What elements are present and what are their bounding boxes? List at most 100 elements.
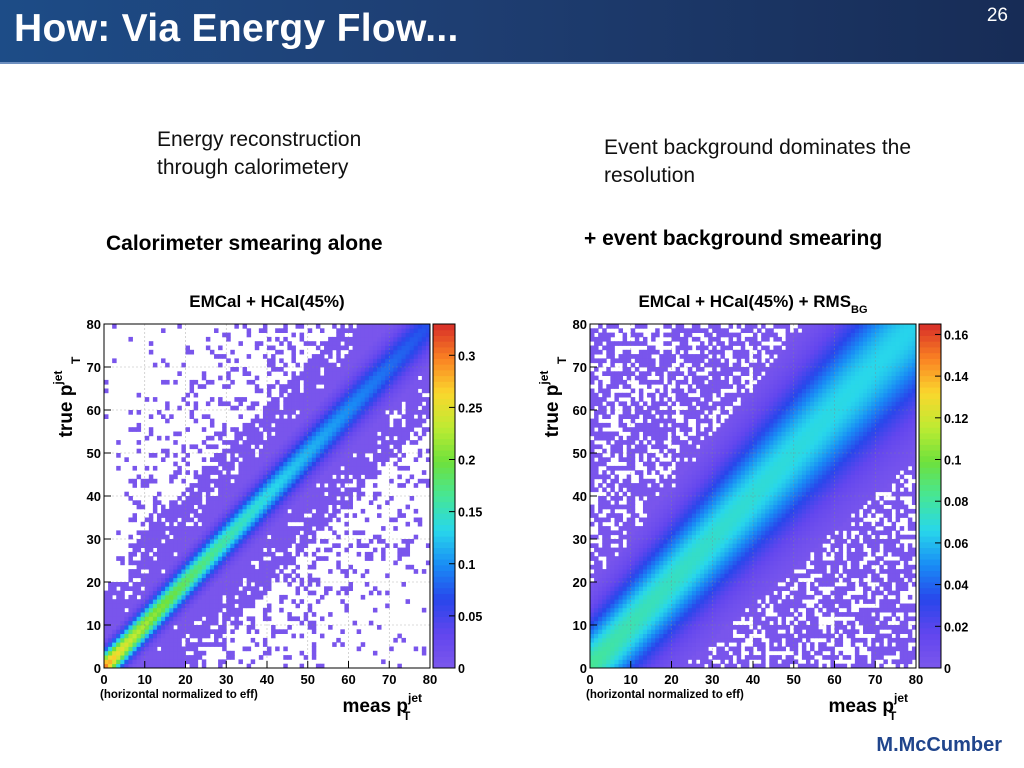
heatmap-cell bbox=[262, 577, 268, 583]
heatmap-cell bbox=[687, 551, 693, 557]
heatmap-cell bbox=[104, 625, 109, 630]
heatmap-cell bbox=[651, 414, 656, 419]
heatmap-cell bbox=[136, 646, 142, 652]
x-tick-label: 30 bbox=[219, 672, 233, 687]
heatmap-cell bbox=[642, 349, 648, 355]
heatmap-cell bbox=[336, 474, 341, 480]
heatmap-cell bbox=[590, 405, 595, 411]
heatmap-cell bbox=[275, 422, 280, 428]
heatmap-cell bbox=[230, 504, 235, 510]
heatmap-cell bbox=[275, 379, 280, 385]
heatmap-cell bbox=[242, 478, 248, 484]
heatmap-cell bbox=[598, 457, 603, 462]
y-tick-label: 20 bbox=[87, 575, 101, 590]
heatmap-cell bbox=[128, 616, 133, 622]
heatmap-cell bbox=[651, 625, 656, 630]
heatmap-cell bbox=[324, 500, 329, 505]
heatmap-cell bbox=[250, 465, 256, 471]
heatmap-cell bbox=[209, 569, 215, 574]
heatmap-cell bbox=[250, 543, 256, 548]
heatmap-cell bbox=[238, 414, 243, 419]
heatmap-cell bbox=[291, 530, 296, 536]
heatmap-cell bbox=[610, 384, 615, 389]
heatmap-cell bbox=[626, 629, 632, 634]
heatmap-cell bbox=[360, 465, 366, 471]
heatmap-cell bbox=[389, 388, 394, 394]
heatmap-cell bbox=[659, 534, 664, 540]
heatmap-cell bbox=[638, 487, 644, 493]
heatmap-cell bbox=[352, 427, 358, 432]
heatmap-cell bbox=[275, 491, 280, 497]
heatmap-cell bbox=[651, 422, 656, 428]
heatmap-cell bbox=[152, 560, 158, 566]
heatmap-cell bbox=[189, 633, 195, 639]
heatmap-cell bbox=[311, 440, 317, 445]
heatmap-cell bbox=[287, 474, 292, 480]
heatmap-cell bbox=[667, 573, 672, 579]
heatmap-cell bbox=[205, 573, 211, 579]
heatmap-cell bbox=[303, 616, 309, 622]
heatmap-cell bbox=[283, 530, 288, 536]
heatmap-cell bbox=[230, 487, 235, 493]
heatmap-cell bbox=[214, 517, 219, 523]
heatmap-cell bbox=[425, 371, 431, 376]
heatmap-cell bbox=[324, 448, 329, 454]
heatmap-cell bbox=[372, 414, 378, 419]
heatmap-cell bbox=[283, 560, 288, 566]
heatmap-cell bbox=[104, 646, 109, 652]
heatmap-cell bbox=[275, 444, 280, 450]
heatmap-cell bbox=[360, 422, 366, 428]
colorbar-segment bbox=[433, 496, 455, 503]
heatmap-cell bbox=[421, 349, 427, 355]
heatmap-cell bbox=[120, 612, 125, 617]
heatmap-cell bbox=[156, 543, 162, 548]
heatmap-cell bbox=[614, 650, 619, 656]
heatmap-cell bbox=[655, 530, 660, 536]
heatmap-cell bbox=[590, 440, 595, 445]
heatmap-cell bbox=[307, 470, 313, 475]
heatmap-cell bbox=[393, 362, 398, 368]
heatmap-cell bbox=[614, 569, 619, 574]
colorbar-segment bbox=[433, 404, 455, 411]
heatmap-cell bbox=[165, 629, 170, 634]
heatmap-cell bbox=[622, 332, 628, 338]
heatmap-cell bbox=[315, 418, 321, 424]
heatmap-cell bbox=[161, 620, 166, 626]
heatmap-cell bbox=[295, 491, 301, 497]
heatmap-cell bbox=[283, 556, 288, 561]
heatmap-cell bbox=[177, 590, 182, 596]
heatmap-cell bbox=[421, 371, 427, 376]
heatmap-cell bbox=[618, 457, 624, 462]
heatmap-cell bbox=[181, 633, 186, 639]
heatmap-cell bbox=[238, 483, 243, 488]
heatmap-cell bbox=[667, 530, 672, 536]
heatmap-cell bbox=[364, 448, 370, 454]
heatmap-cell bbox=[340, 599, 345, 604]
heatmap-cell bbox=[364, 551, 370, 557]
heatmap-cell bbox=[647, 560, 652, 566]
heatmap-cell bbox=[279, 539, 284, 544]
heatmap-cell bbox=[132, 478, 138, 484]
heatmap-cell bbox=[152, 362, 158, 368]
heatmap-cell bbox=[679, 504, 685, 510]
heatmap-cell bbox=[173, 629, 178, 634]
heatmap-cell bbox=[262, 483, 268, 488]
heatmap-cell bbox=[630, 461, 636, 467]
heatmap-cell bbox=[303, 375, 309, 381]
heatmap-cell bbox=[659, 410, 664, 415]
heatmap-cell bbox=[201, 569, 207, 574]
heatmap-cell bbox=[360, 508, 366, 514]
heatmap-cell bbox=[299, 633, 305, 639]
heatmap-cell bbox=[128, 629, 133, 634]
heatmap-cell bbox=[234, 547, 239, 553]
heatmap-cell bbox=[291, 465, 296, 471]
heatmap-cell bbox=[230, 569, 235, 574]
heatmap-cell bbox=[675, 530, 681, 536]
heatmap-cell bbox=[675, 461, 681, 467]
heatmap-cell bbox=[299, 534, 305, 540]
heatmap-cell bbox=[336, 422, 341, 428]
heatmap-cell bbox=[590, 607, 595, 613]
heatmap-cell bbox=[275, 556, 280, 561]
heatmap-cell bbox=[389, 405, 394, 411]
heatmap-cell bbox=[590, 582, 595, 587]
